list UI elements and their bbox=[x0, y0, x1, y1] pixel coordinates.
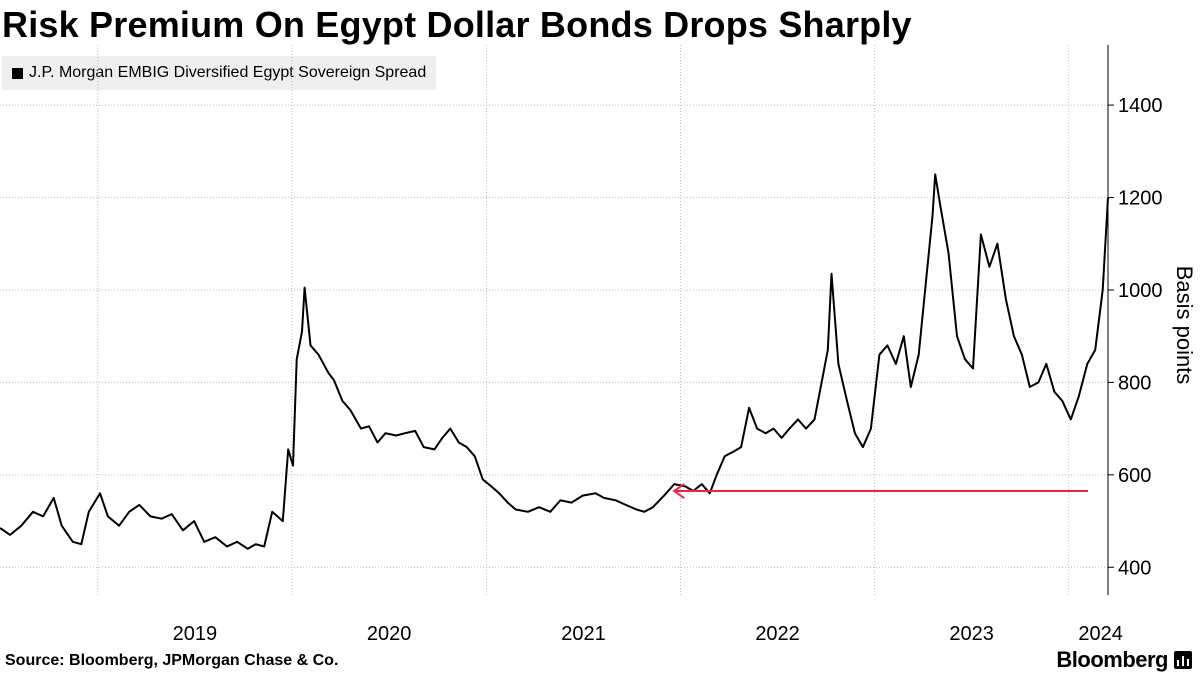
x-tick-label: 2022 bbox=[755, 623, 800, 640]
x-tick-label: 2021 bbox=[561, 623, 606, 640]
x-tick-label: 2024 bbox=[1078, 623, 1123, 640]
x-tick-label: 2020 bbox=[367, 623, 412, 640]
x-tick-label: 2019 bbox=[173, 623, 218, 640]
y-tick-label: 400 bbox=[1118, 557, 1151, 579]
y-tick-label: 1400 bbox=[1118, 95, 1163, 117]
legend-swatch bbox=[12, 67, 23, 79]
x-tick-label: 2023 bbox=[949, 623, 994, 640]
y-tick-label: 600 bbox=[1118, 465, 1151, 487]
y-tick-label: 1000 bbox=[1118, 280, 1163, 302]
bloomberg-logo: Bloomberg bbox=[1056, 647, 1168, 672]
y-tick-label: 1200 bbox=[1118, 188, 1163, 210]
chart-legend: J.P. Morgan EMBIG Diversified Egypt Sove… bbox=[2, 56, 437, 90]
legend-series-label: J.P. Morgan EMBIG Diversified Egypt Sove… bbox=[29, 64, 427, 81]
series-line bbox=[0, 173, 1109, 550]
bloomberg-chart-icon bbox=[1174, 651, 1192, 669]
line-chart: 400 600 800 1000 1200 1400 Basis points 2019 202… bbox=[0, 45, 1197, 640]
source-note: Source: Bloomberg, JPMorgan Chase & Co. bbox=[5, 652, 339, 669]
y-axis-label: Basis points bbox=[1172, 266, 1197, 385]
annotation-arrow-head bbox=[672, 483, 685, 499]
chart-title: Risk Premium On Egypt Dollar Bonds Drops… bbox=[2, 4, 912, 45]
y-tick-label: 800 bbox=[1118, 372, 1151, 394]
